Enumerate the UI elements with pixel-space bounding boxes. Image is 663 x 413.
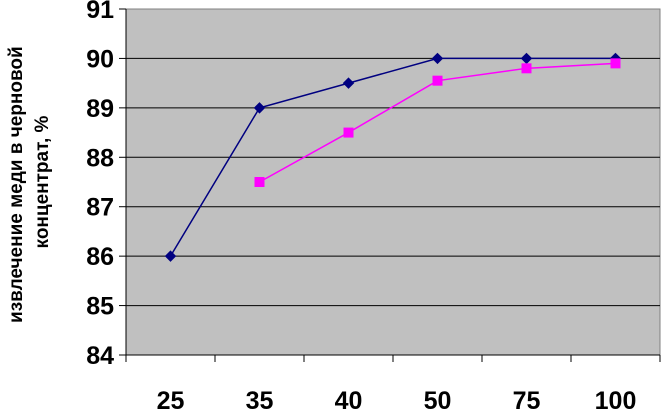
gridlines: [126, 57, 660, 307]
x-tick-label: 35: [246, 387, 274, 413]
y-tick-label: 88: [86, 144, 114, 172]
y-tick-label: 89: [86, 95, 114, 123]
axes: [119, 8, 661, 362]
series-1-point: [164, 250, 177, 262]
y-tick-labels: 84 85 86 87 88 89 90 91: [86, 0, 114, 370]
series-2-point: [432, 75, 443, 86]
y-axis-label-line-2: концентрат, %: [32, 115, 53, 248]
y-tick-label: 85: [86, 293, 114, 321]
plot-area: [125, 8, 661, 356]
y-axis-label-line-1: извлечение меди в черновой: [6, 46, 27, 323]
series-1-line: [169, 57, 616, 257]
series-2-point: [610, 58, 621, 69]
series-1-point: [431, 52, 444, 65]
series-2-point: [521, 63, 532, 74]
x-tick-label: 40: [335, 387, 363, 413]
series-markers: [164, 52, 622, 262]
y-tick-label: 86: [86, 243, 114, 271]
series-1-point: [253, 102, 266, 114]
y-axis-label: извлечение меди в черновой концентрат, %: [6, 41, 53, 323]
series-2-point: [343, 127, 354, 138]
x-tick-label: 75: [513, 387, 541, 413]
x-tick-label: 100: [595, 387, 637, 413]
y-tick-label: 90: [86, 45, 114, 73]
y-tick-label: 84: [86, 342, 114, 370]
x-tick-label: 50: [424, 387, 452, 413]
x-tick-label: 25: [157, 387, 185, 413]
x-tick-labels: 25 35 40 50 75 100: [157, 387, 637, 413]
series-1-point: [342, 77, 355, 89]
series-2-point: [254, 177, 265, 187]
y-tick-label: 87: [86, 194, 114, 222]
y-tick-label: 91: [86, 0, 114, 24]
